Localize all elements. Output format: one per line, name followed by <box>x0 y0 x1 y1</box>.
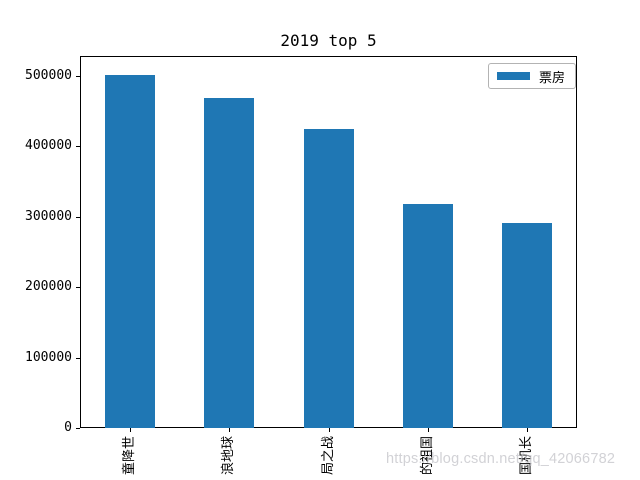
y-tick-label: 400000 <box>25 138 72 154</box>
x-tick-mark <box>130 428 131 432</box>
bar-3 <box>303 129 354 428</box>
x-tick-mark <box>329 428 330 432</box>
x-tick-label: 局之战 <box>320 435 336 475</box>
x-tick-mark <box>527 428 528 432</box>
x-tick-label: 童降世 <box>121 435 137 475</box>
watermark-text: https://blog.csdn.net/qq_42066782 <box>386 451 616 467</box>
y-tick-label: 0 <box>64 420 72 435</box>
x-tick-mark <box>428 428 429 432</box>
y-tick-mark <box>76 217 80 218</box>
x-tick-label: 浪地球 <box>221 435 237 475</box>
bar-2 <box>204 97 255 428</box>
y-tick-mark <box>76 76 80 77</box>
bar-1 <box>104 74 155 428</box>
y-tick-label: 200000 <box>25 279 72 295</box>
y-tick-label: 500000 <box>25 67 72 83</box>
y-tick-mark <box>76 358 80 359</box>
legend-label: 票房 <box>539 70 566 86</box>
chart-title: 2019 top 5 <box>280 31 377 50</box>
legend: 票房 <box>488 63 577 89</box>
legend-swatch <box>497 72 530 80</box>
y-tick-mark <box>76 146 80 147</box>
bar-5 <box>502 222 553 428</box>
x-tick-mark <box>229 428 230 432</box>
y-tick-label: 300000 <box>25 208 72 224</box>
y-tick-label: 100000 <box>25 349 72 365</box>
y-tick-mark <box>76 428 80 429</box>
y-tick-mark <box>76 287 80 288</box>
bar-4 <box>402 204 453 428</box>
